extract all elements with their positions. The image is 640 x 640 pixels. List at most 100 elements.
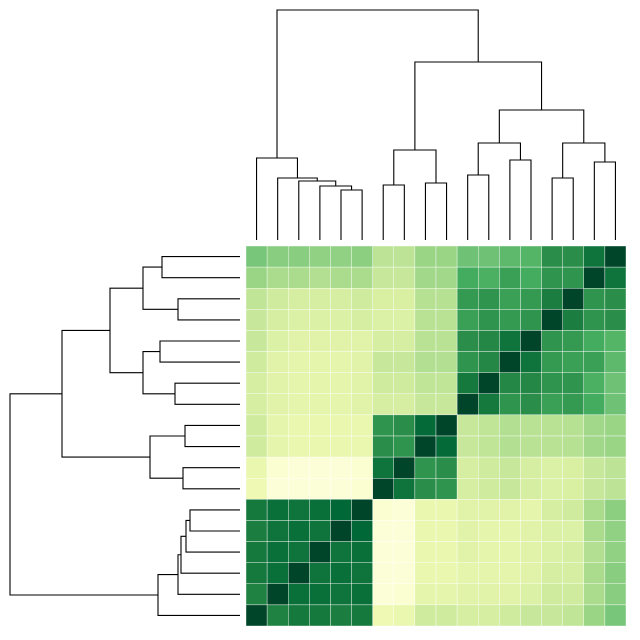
heatmap-cell <box>288 245 310 268</box>
heatmap-cell <box>372 266 394 289</box>
heatmap-cell <box>541 330 563 352</box>
heatmap-cell <box>499 456 521 479</box>
heatmap-cell <box>604 330 627 352</box>
heatmap-cell <box>414 266 437 289</box>
heatmap-cell <box>393 562 416 584</box>
heatmap-cell <box>499 330 521 352</box>
heatmap-cell <box>351 309 373 331</box>
heatmap-cell <box>520 478 542 500</box>
heatmap-cell <box>583 604 606 627</box>
heatmap-cell <box>309 309 331 331</box>
heatmap-cell <box>478 604 500 627</box>
heatmap-cell <box>435 266 458 289</box>
heatmap-cell <box>520 604 542 627</box>
heatmap-cell <box>562 478 584 500</box>
heatmap-cell <box>351 541 373 563</box>
heatmap-cell <box>393 604 416 627</box>
dendrogram-link <box>177 554 240 595</box>
heatmap-cell <box>562 372 584 394</box>
heatmap-cell <box>499 393 521 416</box>
heatmap-cell <box>583 456 606 479</box>
heatmap-cell <box>541 288 563 310</box>
heatmap-cell <box>351 245 373 268</box>
heatmap-cell <box>288 393 310 416</box>
heatmap-cell <box>393 288 416 310</box>
heatmap-cell <box>372 393 394 416</box>
heatmap-cell <box>245 520 268 542</box>
heatmap-cell <box>478 456 500 479</box>
heatmap-cell <box>562 351 584 373</box>
heatmap-cell <box>414 435 437 458</box>
heatmap-cell <box>330 604 352 627</box>
heatmap-cell <box>309 499 331 521</box>
heatmap-cell <box>583 351 606 373</box>
heatmap-cell <box>330 330 352 352</box>
heatmap-cell <box>541 372 563 394</box>
heatmap-cell <box>393 583 416 606</box>
heatmap-cell <box>583 583 606 606</box>
heatmap-cell <box>330 414 352 437</box>
heatmap-cell <box>372 604 394 627</box>
heatmap-cell <box>245 435 268 458</box>
heatmap-cell <box>414 456 437 479</box>
heatmap-cell <box>288 288 310 310</box>
heatmap-cell <box>288 456 310 479</box>
heatmap-cell <box>372 435 394 458</box>
heatmap-cell <box>541 456 563 479</box>
heatmap-cell <box>562 393 584 416</box>
heatmap-cell <box>330 372 352 394</box>
heatmap-cell <box>393 435 416 458</box>
heatmap-cell <box>604 351 627 373</box>
heatmap-cell <box>414 604 437 627</box>
heatmap-cell <box>266 330 289 352</box>
heatmap-cell <box>393 330 416 352</box>
heatmap-cell <box>499 351 521 373</box>
heatmap-cell <box>266 372 289 394</box>
heatmap-cell <box>520 541 542 563</box>
heatmap-cell <box>520 245 542 268</box>
heatmap-cell <box>583 266 606 289</box>
dendrogram-link <box>298 180 337 240</box>
heatmap-cell <box>562 414 584 437</box>
heatmap-cell <box>309 288 331 310</box>
heatmap-cell <box>456 562 479 584</box>
heatmap-cell <box>245 499 268 521</box>
heatmap-cell <box>456 393 479 416</box>
heatmap-cell <box>372 351 394 373</box>
heatmap-cell <box>499 266 521 289</box>
heatmap-cell <box>583 372 606 394</box>
heatmap-cell <box>520 393 542 416</box>
heatmap-cell <box>351 414 373 437</box>
heatmap-cell <box>435 562 458 584</box>
heatmap-cell <box>478 520 500 542</box>
heatmap-cell <box>562 541 584 563</box>
heatmap-cell <box>372 372 394 394</box>
heatmap-cell <box>478 562 500 584</box>
heatmap-cell <box>562 435 584 458</box>
heatmap-cell <box>266 393 289 416</box>
heatmap-cell <box>499 245 521 268</box>
heatmap-cell <box>309 435 331 458</box>
heatmap-cell <box>541 266 563 289</box>
heatmap-cell <box>520 583 542 606</box>
heatmap-cell <box>435 456 458 479</box>
heatmap-cell <box>330 393 352 416</box>
heatmap-cell <box>288 372 310 394</box>
heatmap-cell <box>372 478 394 500</box>
heatmap-cell <box>372 330 394 352</box>
heatmap-cell <box>583 499 606 521</box>
heatmap-cell <box>478 414 500 437</box>
heatmap-cell <box>351 330 373 352</box>
heatmap-cell <box>288 351 310 373</box>
heatmap-cell <box>288 604 310 627</box>
dendrogram-link <box>276 9 479 158</box>
heatmap-cell <box>372 309 394 331</box>
heatmap-cell <box>330 266 352 289</box>
heatmap-cell <box>435 393 458 416</box>
heatmap-cell <box>478 435 500 458</box>
heatmap-cell <box>478 393 500 416</box>
heatmap-cell <box>266 604 289 627</box>
heatmap-cell <box>288 478 310 500</box>
